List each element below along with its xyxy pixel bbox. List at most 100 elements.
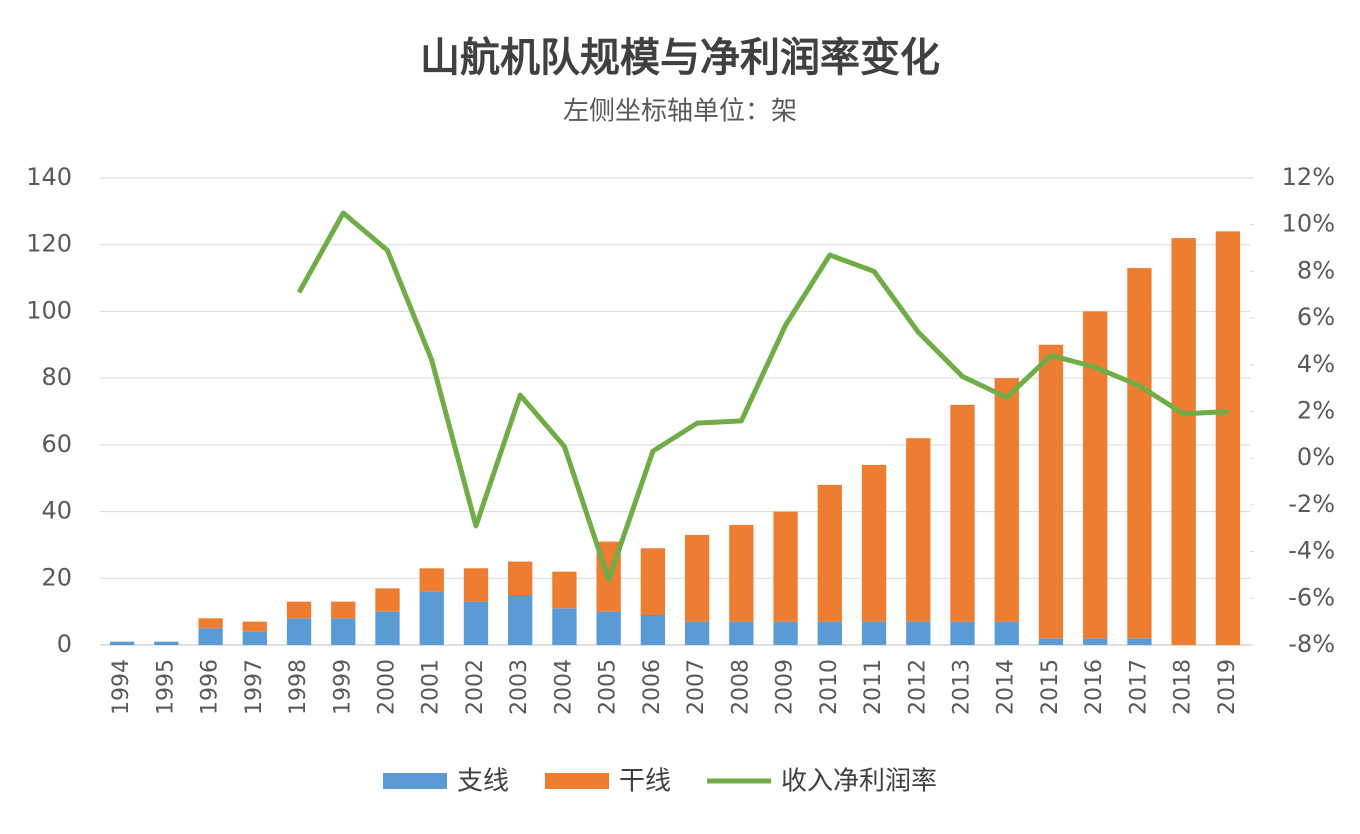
y2-tick-label: -8% [1288, 630, 1335, 658]
bar [109, 641, 135, 645]
y-tick-label: 140 [26, 163, 72, 191]
bar [375, 611, 400, 645]
bar [552, 608, 577, 645]
bar [994, 378, 1019, 622]
bar [419, 591, 444, 645]
x-tick-label: 2016 [1082, 659, 1107, 715]
bar [684, 621, 710, 645]
bar [1083, 311, 1108, 639]
bar [552, 571, 577, 609]
bar [286, 601, 312, 619]
x-tick-label: 2012 [905, 659, 930, 715]
y2-tick-label: 10% [1282, 210, 1335, 238]
y2-tick-label: 6% [1297, 303, 1335, 331]
bar [817, 484, 842, 622]
bar [1127, 638, 1152, 645]
bar [463, 568, 489, 602]
x-tick-label: 2018 [1171, 659, 1196, 715]
x-tick-label: 2019 [1215, 659, 1240, 715]
bar [198, 628, 223, 645]
y2-tick-label: 8% [1297, 256, 1335, 284]
y-tick-label: 20 [41, 563, 72, 591]
y-tick-label: 60 [41, 430, 72, 458]
x-tick-label: 2010 [817, 659, 842, 715]
x-tick-label: 2000 [375, 659, 400, 715]
bar [1171, 238, 1196, 646]
x-tick-label: 2009 [773, 659, 798, 715]
bar [331, 601, 356, 619]
bar [1083, 638, 1108, 645]
x-tick-label: 2013 [950, 659, 975, 715]
bar [817, 621, 842, 645]
bar [508, 561, 533, 595]
bar [729, 524, 754, 622]
bar [242, 631, 267, 645]
bar [994, 621, 1019, 645]
legend-label: 干线 [619, 767, 671, 797]
x-tick-label: 1997 [242, 659, 267, 715]
x-tick-label: 2003 [507, 659, 532, 715]
bar [640, 548, 666, 615]
x-tick-label: 2017 [1126, 659, 1151, 715]
bar [906, 621, 931, 645]
bar [331, 618, 356, 645]
x-tick-label: 1995 [153, 659, 178, 715]
bar [1038, 638, 1064, 645]
x-tick-label: 2008 [728, 659, 753, 715]
y2-tick-label: -6% [1288, 583, 1335, 611]
y2-tick-label: -4% [1288, 537, 1335, 565]
chart-subtitle: 左侧坐标轴单位：架 [563, 97, 797, 127]
bar [729, 621, 754, 645]
x-tick-label: 1994 [109, 659, 134, 715]
bar [906, 438, 931, 622]
y2-tick-label: 12% [1282, 163, 1335, 191]
x-tick-label: 2007 [684, 659, 709, 715]
x-tick-label: 1998 [286, 659, 311, 715]
x-tick-label: 1999 [330, 659, 355, 715]
bar [640, 614, 666, 645]
bar [1127, 268, 1152, 639]
bar [463, 601, 489, 645]
legend-label: 支线 [457, 767, 509, 797]
y-tick-label: 40 [41, 497, 72, 525]
x-tick-label: 2011 [861, 659, 886, 715]
bar [861, 621, 887, 645]
bar [1038, 344, 1064, 639]
bar [861, 464, 887, 622]
y-tick-label: 100 [26, 296, 72, 324]
y2-tick-label: -2% [1288, 490, 1335, 518]
chart-title: 山航机队规模与净利润率变化 [420, 35, 940, 81]
y-tick-label: 0 [57, 630, 72, 658]
x-tick-label: 2014 [994, 659, 1019, 715]
bar [198, 618, 223, 629]
bar [773, 621, 798, 645]
x-tick-label: 2004 [551, 659, 576, 715]
legend-swatch [383, 773, 447, 789]
bar [508, 594, 533, 645]
y2-tick-label: 4% [1297, 350, 1335, 378]
bar [375, 588, 400, 612]
bar [154, 641, 179, 645]
x-tick-label: 1996 [198, 659, 223, 715]
bar [419, 568, 444, 592]
y2-tick-label: 2% [1297, 397, 1335, 425]
bar [242, 621, 267, 632]
x-tick-label: 2002 [463, 659, 488, 715]
x-tick-label: 2001 [419, 659, 444, 715]
bar [286, 618, 312, 645]
bar [950, 621, 975, 645]
x-tick-label: 2005 [596, 659, 621, 715]
bar [1215, 231, 1241, 645]
y-tick-label: 120 [26, 230, 72, 258]
bar [596, 611, 621, 645]
y2-tick-label: 0% [1297, 443, 1335, 471]
bar [684, 534, 710, 622]
line [296, 210, 1229, 583]
bar [773, 511, 798, 622]
legend-label: 收入净利润率 [781, 767, 937, 797]
x-tick-label: 2006 [640, 659, 665, 715]
legend-swatch [545, 773, 610, 789]
y-tick-label: 80 [41, 363, 72, 391]
x-tick-label: 2015 [1038, 659, 1063, 715]
